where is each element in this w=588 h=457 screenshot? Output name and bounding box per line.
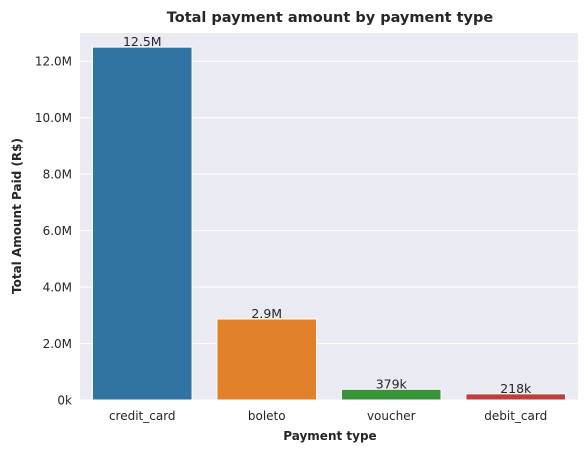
y-tick-label: 0k	[57, 394, 72, 408]
data-labels: 12.5M 2.9M 379k 218k	[123, 34, 532, 396]
y-tick-label: 4.0M	[43, 281, 72, 295]
data-label: 12.5M	[123, 34, 162, 49]
y-axis-ticks: 0k 2.0M 4.0M 6.0M 8.0M 10.0M 12.0M	[35, 55, 72, 408]
y-tick-label: 12.0M	[35, 55, 72, 69]
chart-title: Total payment amount by payment type	[167, 10, 494, 26]
x-tick-label: voucher	[367, 409, 416, 423]
y-tick-label: 6.0M	[43, 224, 72, 238]
x-tick-label: boleto	[248, 409, 286, 423]
x-axis-title: Payment type	[283, 429, 376, 443]
y-axis-title: Total Amount Paid (R$)	[10, 138, 24, 294]
bar-debit-card	[465, 393, 567, 401]
bar-voucher	[340, 388, 442, 401]
bars	[91, 46, 567, 401]
y-tick-label: 10.0M	[35, 111, 72, 125]
bar-boleto	[216, 318, 318, 401]
data-label: 218k	[500, 381, 532, 396]
bar-credit-card	[91, 46, 193, 401]
x-tick-label: credit_card	[109, 409, 176, 423]
y-tick-label: 8.0M	[43, 168, 72, 182]
y-tick-label: 2.0M	[43, 337, 72, 351]
data-label: 2.9M	[251, 306, 282, 321]
data-label: 379k	[376, 376, 408, 391]
x-axis-ticks: credit_card boleto voucher debit_card	[109, 409, 547, 423]
x-tick-label: debit_card	[484, 409, 547, 423]
